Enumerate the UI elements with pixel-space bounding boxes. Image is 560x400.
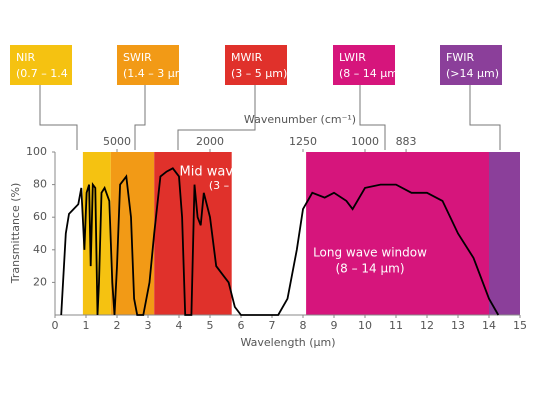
band-box-bg [333, 45, 395, 85]
band-name: NIR [16, 51, 35, 64]
band-name: LWIR [339, 51, 366, 64]
y-tick-label: 80 [33, 178, 47, 191]
band-range: (0.7 – 1.4 µm) [16, 67, 93, 80]
y-tick-label: 20 [33, 275, 47, 288]
x-tick-label: 2 [114, 319, 121, 332]
band-box: NIR (0.7 – 1.4 µm) [10, 45, 93, 85]
x-tick-label: 0 [52, 319, 59, 332]
band-box: SWIR (1.4 – 3 µm) [117, 45, 190, 85]
y-tick-label: 100 [26, 145, 47, 158]
x-tick-label: 3 [145, 319, 152, 332]
arrow [469, 85, 501, 150]
x-tick-label: 1 [83, 319, 90, 332]
x-tick-label: 6 [238, 319, 245, 332]
x2-tick-label: 2000 [196, 135, 224, 148]
annotation: Mid wave window [180, 165, 295, 180]
band-range: (8 – 14 µm) [339, 67, 402, 80]
band-name: FWIR [446, 51, 474, 64]
x-axis-label: Wavelength (µm) [240, 336, 335, 349]
x-tick-label: 7 [269, 319, 276, 332]
x-tick-label: 8 [300, 319, 307, 332]
x-tick-label: 9 [331, 319, 338, 332]
x-tick-label: 4 [176, 319, 183, 332]
band-range: (>14 µm) [446, 67, 499, 80]
band-box: FWIR (>14 µm) [440, 45, 502, 85]
x-tick-label: 5 [207, 319, 214, 332]
x-tick-label: 13 [451, 319, 465, 332]
band-box: MWIR (3 – 5 µm) [225, 45, 287, 85]
arrow [359, 85, 386, 150]
band-box-bg [117, 45, 179, 85]
arrow [177, 85, 256, 150]
x2-tick-label: 1000 [351, 135, 379, 148]
band-box: LWIR (8 – 14 µm) [333, 45, 402, 85]
x2-axis-label: Wavenumber (cm⁻¹) [244, 113, 356, 126]
annotation: (3 – 5 µm) [209, 179, 265, 192]
x2-tick-label: 5000 [103, 135, 131, 148]
band [306, 152, 489, 315]
band [489, 152, 520, 315]
band-box-bg [440, 45, 502, 85]
band-box-bg [10, 45, 72, 85]
annotation: (8 – 14 µm) [335, 262, 404, 276]
band-box-bg [225, 45, 287, 85]
band-name: SWIR [123, 51, 152, 64]
x-tick-label: 14 [482, 319, 496, 332]
x2-tick-label: 1250 [289, 135, 317, 148]
y-tick-label: 60 [33, 210, 47, 223]
band-arrows [39, 85, 501, 150]
band-name: MWIR [231, 51, 263, 64]
x2-tick-label: 883 [396, 135, 417, 148]
x-tick-label: 10 [358, 319, 372, 332]
y-tick-label: 40 [33, 243, 47, 256]
transmittance-line [60, 167, 500, 316]
arrow [134, 85, 146, 150]
band-range: (3 – 5 µm) [231, 67, 287, 80]
y-axis-label: Transmittance (%) [9, 183, 22, 285]
band-range: (1.4 – 3 µm) [123, 67, 190, 80]
arrow [39, 85, 78, 150]
x-tick-label: 11 [389, 319, 403, 332]
annotation: Long wave window [313, 246, 427, 260]
x-tick-label: 15 [513, 319, 527, 332]
x-tick-label: 12 [420, 319, 434, 332]
